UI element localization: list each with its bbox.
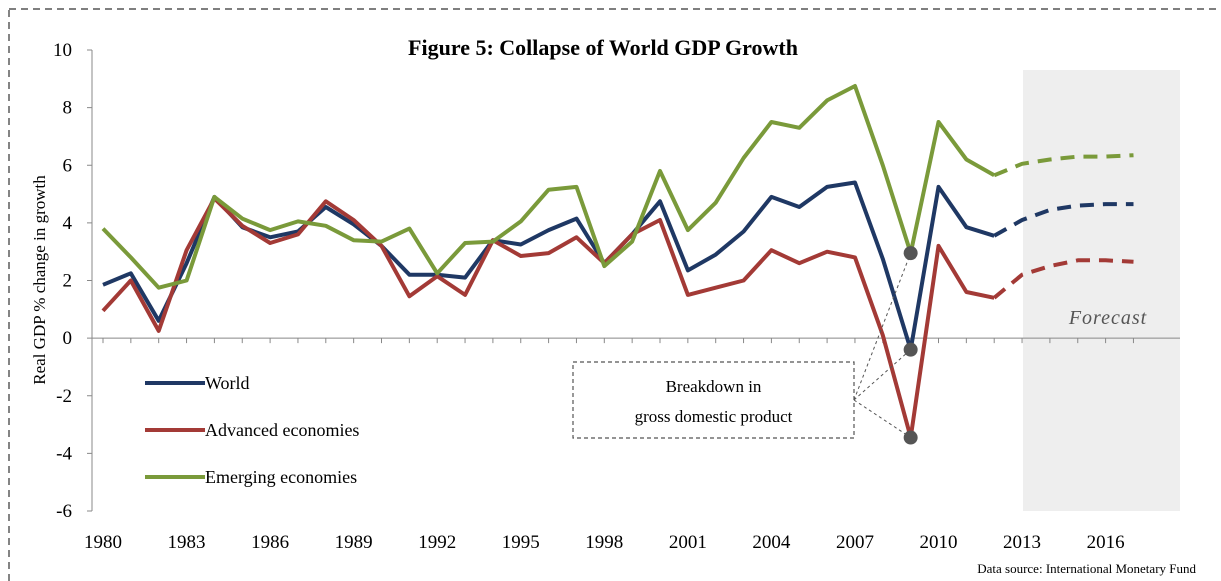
series-forecast-line-world bbox=[993, 202, 1134, 238]
annotation-leader bbox=[853, 349, 911, 401]
x-tick-label: 2010 bbox=[920, 532, 958, 553]
x-tick-label: 2001 bbox=[669, 532, 707, 553]
series-forecast-line-emerging-economies bbox=[993, 153, 1134, 178]
y-tick-label: 8 bbox=[63, 98, 73, 119]
y-tick-label: -2 bbox=[56, 386, 72, 407]
annotation-box bbox=[572, 361, 855, 439]
y-tick-label: -6 bbox=[56, 501, 72, 522]
legend-label: Advanced economies bbox=[205, 420, 359, 440]
legend-label: Emerging economies bbox=[205, 467, 357, 487]
x-tick-label: 1992 bbox=[418, 532, 456, 553]
annotation-leader bbox=[853, 399, 911, 438]
y-tick-label: 10 bbox=[53, 40, 72, 61]
y-tick-label: 6 bbox=[63, 155, 73, 176]
y-tick-label: -4 bbox=[56, 443, 72, 464]
y-axis-ticks: -6 -4 -2 0 2 4 6 8 10 bbox=[53, 40, 92, 522]
annotation-line1: Breakdown in bbox=[666, 377, 762, 396]
annotation-leader bbox=[853, 252, 912, 401]
y-tick-label: 2 bbox=[63, 271, 73, 292]
series-forecast-line-advanced-economies bbox=[992, 258, 1134, 300]
x-tick-label: 1998 bbox=[585, 532, 623, 553]
series-line-emerging-economies bbox=[101, 84, 996, 290]
x-tick-label: 2013 bbox=[1003, 532, 1041, 553]
annotation-line2: gross domestic product bbox=[635, 407, 793, 426]
series-layer bbox=[101, 84, 1134, 440]
annotation-marker bbox=[903, 246, 918, 261]
series-line-advanced-economies bbox=[101, 196, 995, 440]
series-line-world bbox=[102, 180, 995, 352]
x-tick-label: 2004 bbox=[752, 532, 791, 553]
x-tick-label: 1986 bbox=[251, 532, 289, 553]
chart-title: Figure 5: Collapse of World GDP Growth bbox=[408, 35, 798, 60]
legend-label: World bbox=[205, 373, 250, 393]
y-axis-title: Real GDP % change in growth bbox=[30, 175, 49, 385]
x-tick-label: 1980 bbox=[84, 532, 122, 553]
forecast-shaded-region bbox=[1023, 70, 1180, 511]
data-source-note: Data source: International Monetary Fund bbox=[977, 561, 1196, 576]
x-tick-label: 1995 bbox=[502, 532, 540, 553]
x-axis-ticks: 1980 1983 1986 1989 1992 1995 1998 2001 2004 2007… bbox=[84, 338, 1134, 553]
forecast-label: Forecast bbox=[1068, 307, 1147, 329]
outer-dashed-border bbox=[8, 8, 1221, 581]
x-tick-label: 2007 bbox=[836, 532, 874, 553]
x-tick-label: 1983 bbox=[168, 532, 206, 553]
x-tick-label: 2016 bbox=[1087, 532, 1125, 553]
x-tick-label: 1989 bbox=[335, 532, 373, 553]
y-tick-label: 0 bbox=[63, 328, 73, 349]
annotation: Breakdown in gross domestic product bbox=[572, 246, 918, 445]
y-tick-label: 4 bbox=[63, 213, 73, 234]
annotation-marker bbox=[903, 430, 918, 445]
annotation-marker bbox=[903, 342, 918, 357]
legend: World Advanced economies Emerging economie… bbox=[145, 373, 359, 487]
